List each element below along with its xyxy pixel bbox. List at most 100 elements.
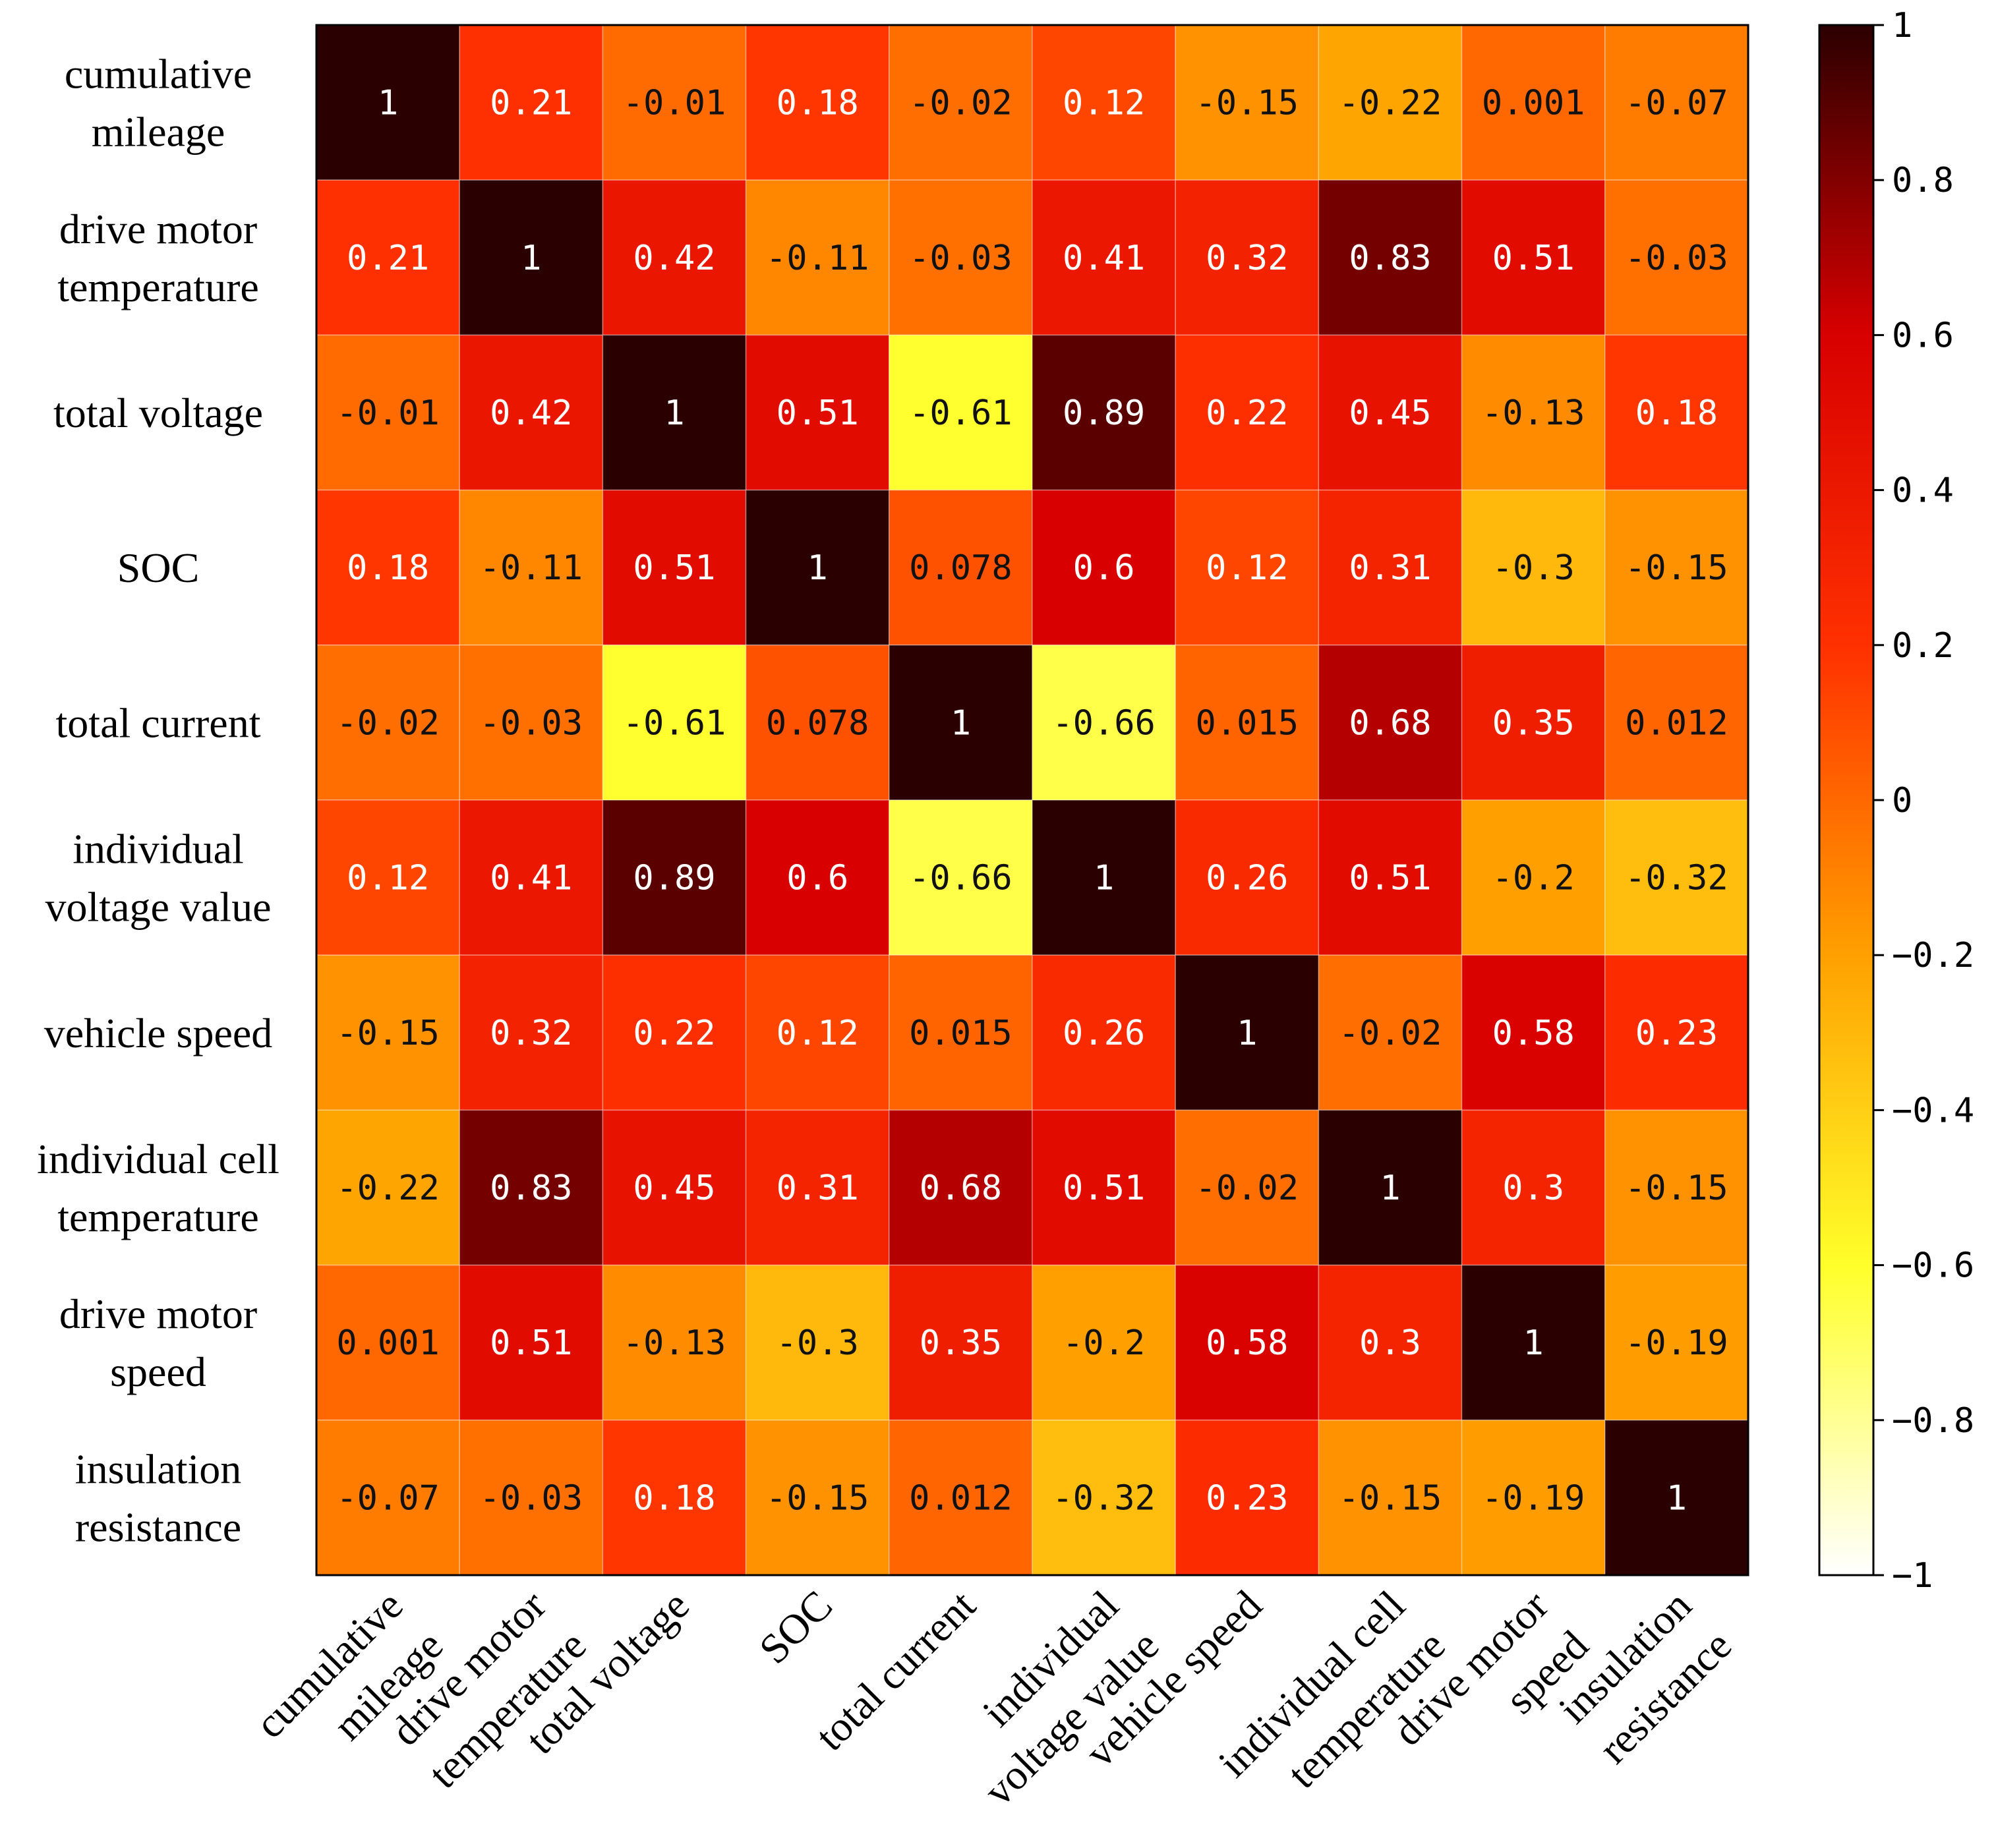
heatmap-cell-r5-c4 bbox=[889, 799, 1033, 956]
cell-value-r2-c9: 0.18 bbox=[1635, 393, 1718, 433]
heatmap-cell-r4-c3 bbox=[745, 645, 890, 801]
heatmap-cell-r6-c0 bbox=[316, 954, 460, 1111]
colorbar-tick-label-9: −0.8 bbox=[1892, 1401, 1974, 1441]
colorbar-tick-label-6: −0.2 bbox=[1892, 936, 1974, 975]
cell-value-r3-c3: 1 bbox=[807, 548, 828, 588]
cell-value-r2-c7: 0.45 bbox=[1349, 393, 1431, 433]
heatmap-cell-r8-c1 bbox=[459, 1264, 604, 1421]
heatmap-cell-r8-c5 bbox=[1032, 1264, 1176, 1421]
heatmap-cell-r9-c9 bbox=[1604, 1420, 1749, 1576]
cell-value-r0-c4: -0.02 bbox=[909, 84, 1013, 123]
heatmap-cell-r6-c3 bbox=[745, 954, 890, 1111]
heatmap-cell-r1-c9 bbox=[1604, 179, 1749, 336]
heatmap-cell-r8-c6 bbox=[1175, 1264, 1320, 1421]
cell-value-r8-c3: -0.3 bbox=[777, 1323, 859, 1363]
cell-value-r6-c6: 1 bbox=[1237, 1014, 1257, 1053]
cell-value-r1-c6: 0.32 bbox=[1206, 239, 1288, 278]
heatmap-cell-r8-c2 bbox=[602, 1264, 747, 1421]
cell-value-r7-c1: 0.83 bbox=[490, 1169, 572, 1208]
heatmap-cell-r2-c6 bbox=[1175, 334, 1320, 491]
cell-value-r7-c0: -0.22 bbox=[336, 1169, 440, 1208]
colorbar-tick-label-4: 0.2 bbox=[1892, 626, 1954, 666]
heatmap-cell-r4-c1 bbox=[459, 645, 604, 801]
cell-value-r4-c1: -0.03 bbox=[480, 703, 583, 743]
heatmap-cell-r3-c0 bbox=[316, 489, 460, 646]
col-label-3: SOC bbox=[750, 1582, 841, 1673]
heatmap-cell-r0-c1 bbox=[459, 24, 604, 181]
heatmap-cell-r3-c9 bbox=[1604, 489, 1749, 646]
colorbar: 1 0.8 0.6 0.4 0.2 0 −0.2 −0.4 −0.6 −0.8 −1 bbox=[1818, 6, 1974, 1596]
cell-value-r0-c2: -0.01 bbox=[623, 84, 726, 123]
cell-value-r6-c1: 0.32 bbox=[490, 1014, 572, 1053]
cell-value-r2-c8: -0.13 bbox=[1482, 393, 1585, 433]
cell-value-r9-c6: 0.23 bbox=[1206, 1478, 1288, 1518]
row-label-0: cumulative mileage bbox=[65, 51, 252, 156]
cell-value-r4-c6: 0.015 bbox=[1196, 703, 1299, 743]
heatmap-cell-r8-c8 bbox=[1461, 1264, 1606, 1421]
heatmap-cell-r1-c6 bbox=[1175, 179, 1320, 336]
heatmap-cell-r9-c6 bbox=[1175, 1420, 1320, 1576]
cell-value-r1-c0: 0.21 bbox=[347, 239, 429, 278]
heatmap-cell-r4-c7 bbox=[1318, 645, 1463, 801]
cell-value-r8-c2: -0.13 bbox=[623, 1323, 726, 1363]
row-label-7: individual cell temperature bbox=[37, 1136, 279, 1240]
cell-value-r7-c7: 1 bbox=[1380, 1169, 1400, 1208]
cell-value-r6-c4: 0.015 bbox=[909, 1014, 1013, 1053]
heatmap-cell-r9-c8 bbox=[1461, 1420, 1606, 1576]
cell-value-r1-c7: 0.83 bbox=[1349, 239, 1431, 278]
cell-value-r2-c1: 0.42 bbox=[490, 393, 572, 433]
row-labels: cumulative mileage drive motor temperature t… bbox=[37, 51, 279, 1551]
cell-value-r5-c0: 0.12 bbox=[347, 859, 429, 898]
cell-value-r0-c8: 0.001 bbox=[1482, 84, 1585, 123]
heatmap-cell-r9-c5 bbox=[1032, 1420, 1176, 1576]
cell-value-r0-c5: 0.12 bbox=[1063, 84, 1145, 123]
cell-value-r7-c5: 0.51 bbox=[1063, 1169, 1145, 1208]
colorbar-gradient bbox=[1818, 24, 1875, 1576]
colorbar-tick-label-1: 0.8 bbox=[1892, 161, 1954, 200]
heatmap-cell-r7-c3 bbox=[745, 1109, 890, 1266]
cell-value-r5-c5: 1 bbox=[1094, 859, 1114, 898]
row-label-2: total voltage bbox=[53, 390, 263, 436]
cell-value-r3-c1: -0.11 bbox=[480, 548, 583, 588]
cell-value-r3-c4: 0.078 bbox=[909, 548, 1013, 588]
heatmap-cell-r1-c3 bbox=[745, 179, 890, 336]
heatmap-cell-r9-c1 bbox=[459, 1420, 604, 1576]
cell-value-r6-c5: 0.26 bbox=[1063, 1014, 1145, 1053]
row-label-9: insulation resistance bbox=[75, 1445, 241, 1550]
heatmap-cell-r0-c3 bbox=[745, 24, 890, 181]
cell-value-r1-c8: 0.51 bbox=[1492, 239, 1575, 278]
heatmap-cell-r4-c4 bbox=[889, 645, 1033, 801]
cell-value-r5-c3: 0.6 bbox=[786, 859, 848, 898]
cell-value-r1-c5: 0.41 bbox=[1063, 239, 1145, 278]
cell-value-r4-c2: -0.61 bbox=[623, 703, 726, 743]
heatmap-cell-r2-c7 bbox=[1318, 334, 1463, 491]
cell-value-r5-c6: 0.26 bbox=[1206, 859, 1288, 898]
heatmap-cell-r1-c2 bbox=[602, 179, 747, 336]
cell-value-r9-c9: 1 bbox=[1666, 1478, 1687, 1518]
heatmap-cell-r7-c1 bbox=[459, 1109, 604, 1266]
cell-value-r2-c5: 0.89 bbox=[1063, 393, 1145, 433]
heatmap-cell-r0-c0 bbox=[316, 24, 460, 181]
heatmap-cell-r2-c8 bbox=[1461, 334, 1606, 491]
cell-value-r7-c9: -0.15 bbox=[1625, 1169, 1728, 1208]
cell-value-r5-c4: -0.66 bbox=[909, 859, 1013, 898]
heatmap-cell-r6-c8 bbox=[1461, 954, 1606, 1111]
heatmap-cell-r4-c6 bbox=[1175, 645, 1320, 801]
row-label-4: total current bbox=[56, 699, 261, 746]
heatmap-cell-r9-c3 bbox=[745, 1420, 890, 1576]
heatmap-cell-r4-c5 bbox=[1032, 645, 1176, 801]
colorbar-tick-label-0: 1 bbox=[1892, 6, 1912, 45]
cell-value-r8-c0: 0.001 bbox=[336, 1323, 440, 1363]
colorbar-tick-label-8: −0.6 bbox=[1892, 1246, 1974, 1286]
cell-value-r6-c7: -0.02 bbox=[1339, 1014, 1442, 1053]
heatmap-cell-r4-c2 bbox=[602, 645, 747, 801]
cell-value-r8-c4: 0.35 bbox=[920, 1323, 1002, 1363]
cell-value-r1-c4: -0.03 bbox=[909, 239, 1013, 278]
cell-value-r6-c2: 0.22 bbox=[633, 1014, 715, 1053]
heatmap-cell-r6-c6 bbox=[1175, 954, 1320, 1111]
heatmap-cell-r1-c7 bbox=[1318, 179, 1463, 336]
heatmap-cell-r0-c5 bbox=[1032, 24, 1176, 181]
cell-value-r4-c7: 0.68 bbox=[1349, 703, 1431, 743]
col-label-9: insulationresistance bbox=[1550, 1582, 1741, 1772]
